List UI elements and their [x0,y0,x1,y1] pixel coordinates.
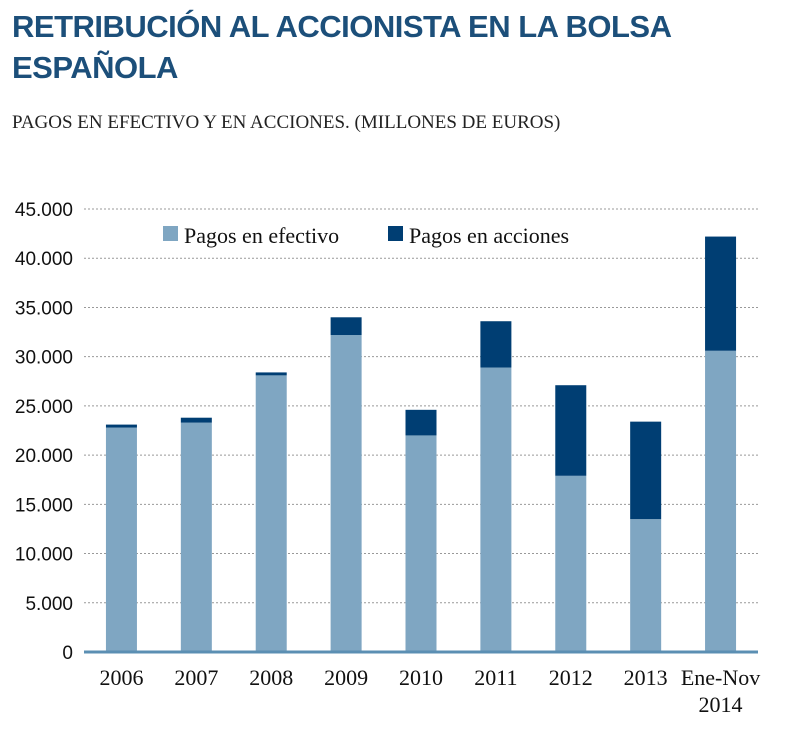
x-tick-label: 2011 [474,665,517,690]
y-tick-label: 30.000 [15,348,73,369]
y-tick-label: 15.000 [15,495,73,516]
bar-cash [630,519,662,652]
bar-cash [255,375,287,652]
y-tick-label: 25.000 [15,397,73,418]
x-tick-label: 2007 [174,665,218,690]
bar-shares [255,372,287,376]
bar-shares [105,424,137,428]
bar-shares [405,409,437,436]
bar-cash [180,422,212,652]
chart-title: RETRIBUCIÓN AL ACCIONISTA EN LA BOLSA ES… [12,9,671,85]
x-tick-label: 2008 [249,665,293,690]
bar-shares [705,236,737,351]
x-tick-label: 2014 [699,692,743,717]
y-tick-label: 0 [62,643,73,664]
bar-cash [705,350,737,652]
bar-shares [330,317,362,336]
y-tick-label: 5.000 [25,594,73,615]
bar-shares [180,417,212,423]
bars [105,236,737,652]
legend-label-cash: Pagos en efectivo [184,223,339,248]
bar-shares [480,321,512,368]
y-tick-label: 40.000 [15,249,73,270]
bar-cash [480,367,512,652]
x-tick-label: 2010 [399,665,443,690]
x-axis-ticks: 2006 2007 2008 2009 2010 2011 2012 2013 Ene-Nov2… [99,665,760,717]
y-tick-label: 20.000 [15,446,73,467]
x-tick-label: 2006 [99,665,143,690]
chart-subtitle: PAGOS EN EFECTIVO Y EN ACCIONES. (MILLON… [12,112,561,133]
x-tick-label: 2009 [324,665,368,690]
legend: Pagos en efectivo Pagos en acciones [163,223,569,248]
bar-shares [555,385,587,476]
legend-label-shares: Pagos en acciones [409,223,569,248]
x-tick-label: 2012 [549,665,593,690]
bar-cash [105,427,137,652]
x-tick-label: 2013 [624,665,668,690]
y-tick-label: 45.000 [15,200,73,221]
bar-cash [330,335,362,652]
bar-cash [405,435,437,652]
bar-cash [555,475,587,652]
y-axis-ticks: 0 5.000 10.000 15.000 20.000 25.000 30.000 35.0… [15,200,73,664]
bar-shares [630,421,662,520]
legend-swatch-shares [388,226,403,241]
y-tick-label: 35.000 [15,298,73,319]
legend-swatch-cash [163,226,178,241]
x-tick-label: Ene-Nov [681,665,760,690]
y-tick-label: 10.000 [15,545,73,566]
